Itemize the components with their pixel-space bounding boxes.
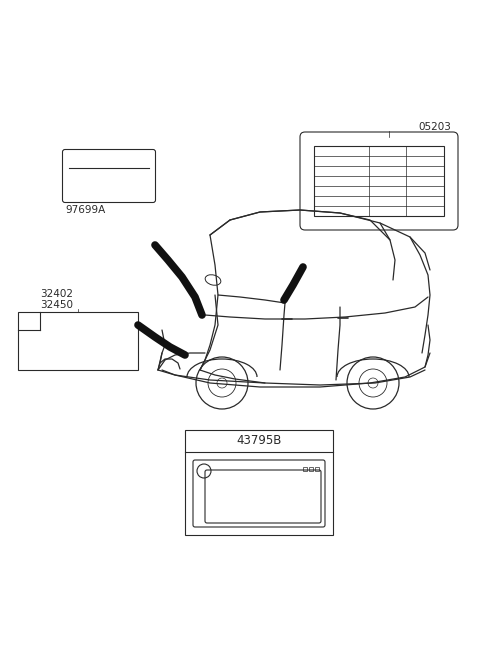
Bar [185, 430, 333, 535]
Bar [303, 467, 307, 471]
Bar [309, 467, 313, 471]
Text: 97699A: 97699A [65, 205, 105, 215]
Bar [315, 467, 319, 471]
Bar [18, 312, 138, 370]
Text: 43795B: 43795B [236, 434, 282, 447]
Text: 32450: 32450 [40, 300, 73, 310]
Text: 05203: 05203 [418, 122, 451, 132]
Text: 32402: 32402 [40, 289, 73, 299]
Bar [314, 146, 444, 216]
